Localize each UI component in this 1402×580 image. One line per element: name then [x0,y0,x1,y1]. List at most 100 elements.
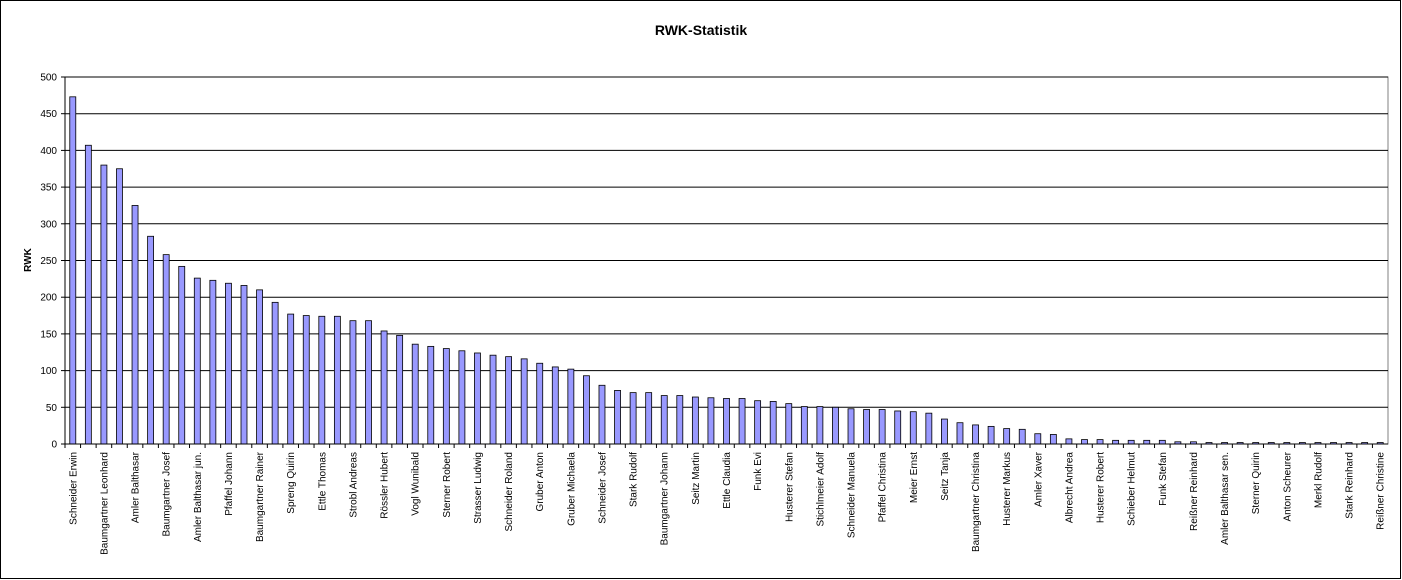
bar [645,392,653,445]
bar [598,384,606,445]
bar [832,406,839,445]
bar [925,412,933,445]
x-tick-label: Anton Scheurer [1282,451,1293,521]
bar [754,400,762,445]
x-tick-label: Schneider Josef [597,452,608,524]
x-tick-label: Schieber Helmut [1127,452,1138,526]
bar [1003,428,1011,445]
bar [474,352,481,445]
x-tick-label: Seitz Tanja [940,452,951,501]
x-tick-label: Gruber Anton [535,452,546,511]
bar [427,345,435,445]
bar [100,164,108,445]
x-tick-label: Husterer Stefan [784,452,795,522]
x-tick-label: Vogl Wunibald [411,452,422,516]
x-tick-label: Funk Stefan [1158,452,1169,506]
x-tick-label: Reißner Reinhard [1189,452,1200,531]
bar [1049,434,1057,445]
bar [878,409,886,445]
x-tick-label: Reißner Christine [1376,452,1387,530]
bar [614,390,621,445]
bar [1065,438,1073,445]
x-tick-label: Albrecht Andrea [1064,452,1075,524]
bar [909,411,917,445]
x-tick-label: Rössler Hubert [380,452,391,519]
bar [1127,439,1135,445]
bar [987,425,995,445]
x-tick-label: Amler Balthasar sen. [1220,452,1231,545]
y-axis-label: RWK [23,247,34,271]
x-tick-label: Stark Rudolf [629,452,640,507]
bar [442,348,450,445]
bar [1018,428,1026,445]
bar [676,395,684,445]
bar [287,313,295,445]
bar [1034,433,1042,445]
bar [660,395,668,445]
bar [583,375,590,445]
y-tick-label: 300 [40,219,57,230]
bar [1143,439,1151,445]
x-tick-label: Merkl Rudolf [1313,452,1324,508]
y-tick-label: 400 [40,146,57,157]
bar [302,315,310,445]
bar [225,282,232,445]
bar [1081,439,1088,445]
bar [193,277,201,445]
bar [131,205,139,445]
bar [1096,439,1104,445]
y-tick-label: 50 [46,403,58,414]
x-tick-label: Schneider Manuela [847,452,858,539]
x-tick-label: Schneider Erwin [68,452,79,525]
x-tick-label: Meier Ernst [909,452,920,503]
bar [567,368,575,445]
bar [318,315,326,445]
bar [1158,439,1166,445]
x-tick-label: Baumgartner Christina [971,452,982,552]
bar [178,265,186,445]
bar [365,320,372,445]
bar [816,406,824,445]
y-tick-label: 450 [40,109,57,120]
x-tick-label: Sterner Robert [442,452,453,518]
bar [271,301,279,445]
bar [769,401,777,445]
x-tick-label: Ettle Claudia [722,452,733,509]
y-tick-label: 200 [40,293,57,304]
x-tick-label: Spreng Quirin [286,452,297,514]
bar [209,279,217,445]
bar [333,315,341,445]
bar [116,168,123,445]
x-tick-label: Pfaffel Johann [224,452,235,516]
x-tick-label: Gruber Michaela [566,452,577,526]
bar [941,418,948,445]
bar [894,410,902,445]
y-tick-label: 0 [51,440,57,451]
x-tick-label: Amler Balthasar jun. [193,452,204,542]
x-tick-label: Stark Reinhard [1345,452,1356,519]
bar [489,354,497,445]
bar [505,356,512,445]
bar [162,254,170,445]
x-tick-label: Pfaffel Christina [878,452,889,523]
bar [536,362,544,445]
y-tick-label: 100 [40,366,57,377]
bar [458,350,466,445]
x-tick-label: Schneider Roland [504,452,515,532]
x-tick-label: Stichlmeier Adolf [815,452,826,527]
y-tick-label: 350 [40,183,57,194]
bar [520,358,528,445]
bar [800,406,808,445]
bar [256,289,263,445]
bar [349,320,357,445]
bar [411,343,419,445]
bar [147,235,155,445]
bar [707,397,715,445]
x-tick-label: Seitz Martin [691,452,702,505]
bar [972,424,979,445]
x-tick-label: Amler Balthasar [131,451,142,523]
bar [396,334,404,445]
bar [863,409,870,445]
y-tick-label: 150 [40,329,57,340]
x-tick-label: Strobl Andreas [348,452,359,518]
